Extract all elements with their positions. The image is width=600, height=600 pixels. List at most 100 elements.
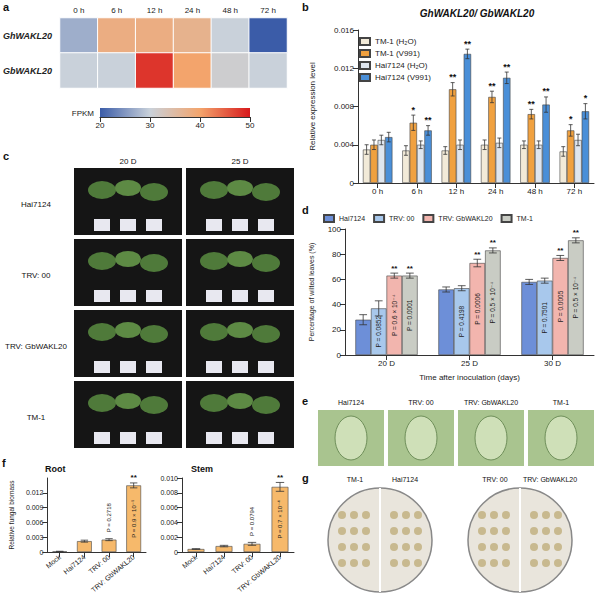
svg-text:P = 0.0006: P = 0.0006 (474, 293, 481, 325)
svg-text:*: * (569, 114, 573, 124)
svg-text:TRV: GbWAKL20: TRV: GbWAKL20 (236, 553, 282, 593)
svg-text:TRV: GbWAKL20: TRV: GbWAKL20 (90, 553, 136, 593)
svg-text:g: g (302, 472, 309, 484)
svg-text:40: 40 (332, 300, 341, 309)
svg-text:**: ** (573, 228, 580, 237)
svg-text:P = 0.5 × 10⁻⁴: P = 0.5 × 10⁻⁴ (489, 282, 496, 324)
svg-text:6 h: 6 h (111, 6, 122, 15)
svg-text:Mock: Mock (181, 553, 199, 569)
svg-text:e: e (302, 395, 308, 407)
svg-text:d: d (302, 204, 309, 216)
svg-text:80: 80 (332, 250, 341, 259)
svg-text:Relative expression level: Relative expression level (308, 62, 317, 151)
svg-text:FPKM: FPKM (72, 109, 95, 118)
svg-text:**: ** (543, 86, 551, 96)
svg-text:TRV: 00: TRV: 00 (87, 553, 111, 575)
svg-text:TRV: 00: TRV: 00 (408, 399, 433, 406)
svg-text:25 D: 25 D (461, 359, 478, 368)
svg-text:TM-1 (V991): TM-1 (V991) (375, 49, 420, 58)
svg-text:Hai7124: Hai7124 (339, 215, 365, 222)
svg-text:GhWAKL20: GhWAKL20 (3, 31, 52, 41)
svg-text:P = 0.4198: P = 0.4198 (458, 305, 465, 337)
svg-text:Hai7124: Hai7124 (21, 200, 51, 209)
svg-text:P = 0.0794: P = 0.0794 (249, 506, 255, 536)
svg-text:0.004: 0.004 (160, 519, 178, 526)
svg-text:TRV: GbWAKL20: TRV: GbWAKL20 (464, 399, 518, 406)
svg-text:a: a (3, 1, 10, 13)
svg-text:0.006: 0.006 (160, 504, 178, 511)
svg-text:P = 0.2718: P = 0.2718 (106, 502, 112, 532)
svg-text:Hai7124: Hai7124 (338, 399, 364, 406)
svg-text:TRV: 00: TRV: 00 (482, 476, 507, 483)
svg-text:20 D: 20 D (378, 359, 395, 368)
svg-text:*: * (412, 105, 416, 115)
svg-text:Hai7124 (H₂O): Hai7124 (H₂O) (375, 61, 428, 70)
svg-text:**: ** (425, 115, 433, 125)
svg-text:**: ** (557, 246, 564, 255)
svg-text:GbWAKL20: GbWAKL20 (3, 66, 52, 76)
svg-text:P = 0.6 × 10⁻⁴: P = 0.6 × 10⁻⁴ (391, 294, 398, 336)
svg-text:Hai7124: Hai7124 (202, 553, 227, 575)
svg-text:20 D: 20 D (120, 157, 137, 166)
svg-text:Stem: Stem (191, 464, 213, 474)
svg-text:P = 0.9 × 10⁻⁵: P = 0.9 × 10⁻⁵ (131, 499, 137, 538)
svg-text:30: 30 (146, 121, 155, 130)
svg-text:24 h: 24 h (185, 6, 201, 15)
svg-text:0.004: 0.004 (334, 140, 355, 149)
svg-text:0: 0 (174, 549, 178, 556)
svg-text:TRV: GbWAKL20: TRV: GbWAKL20 (438, 215, 492, 222)
svg-text:48 h: 48 h (222, 6, 238, 15)
svg-text:72 h: 72 h (567, 187, 583, 196)
svg-text:30 D: 30 D (544, 359, 561, 368)
svg-text:0.010: 0.010 (160, 475, 178, 482)
svg-text:48 h: 48 h (527, 187, 543, 196)
svg-text:TRV: 00: TRV: 00 (22, 271, 51, 280)
svg-text:c: c (3, 150, 9, 162)
svg-text:0: 0 (337, 351, 342, 360)
svg-text:0.012: 0.012 (334, 64, 355, 73)
svg-text:TM-1 (H₂O): TM-1 (H₂O) (375, 37, 417, 46)
svg-text:12 h: 12 h (147, 6, 163, 15)
svg-text:**: ** (391, 264, 398, 273)
svg-text:0: 0 (40, 549, 44, 556)
svg-text:**: ** (407, 264, 414, 273)
svg-text:20: 20 (96, 121, 105, 130)
svg-text:**: ** (488, 81, 496, 91)
svg-text:b: b (302, 1, 309, 13)
svg-text:0: 0 (350, 179, 355, 188)
svg-text:**: ** (474, 250, 481, 259)
svg-text:P = 0.7501: P = 0.7501 (541, 302, 548, 334)
svg-text:**: ** (449, 72, 457, 82)
svg-text:TRV: 00: TRV: 00 (230, 553, 254, 575)
svg-text:0.008: 0.008 (160, 489, 178, 496)
svg-text:0.003: 0.003 (26, 534, 44, 541)
svg-text:0.012: 0.012 (26, 489, 44, 496)
svg-text:24 h: 24 h (488, 187, 504, 196)
svg-text:TM-1: TM-1 (553, 399, 569, 406)
svg-text:*: * (584, 93, 588, 103)
svg-text:12 h: 12 h (449, 187, 465, 196)
svg-text:0.002: 0.002 (160, 534, 178, 541)
svg-text:f: f (2, 457, 6, 469)
svg-text:72 h: 72 h (260, 6, 276, 15)
svg-text:0 h: 0 h (73, 6, 84, 15)
svg-text:0.009: 0.009 (26, 504, 44, 511)
svg-text:Relative fungal biomass: Relative fungal biomass (8, 480, 16, 550)
svg-text:Hai7124: Hai7124 (392, 476, 418, 483)
svg-text:0.016: 0.016 (334, 26, 355, 35)
svg-text:Hai7124 (V991): Hai7124 (V991) (375, 73, 431, 82)
svg-text:TM-1: TM-1 (517, 215, 533, 222)
svg-text:**: ** (503, 62, 511, 72)
svg-text:**: ** (490, 238, 497, 247)
svg-text:**: ** (277, 473, 284, 482)
svg-text:40: 40 (196, 121, 205, 130)
svg-text:**: ** (528, 99, 536, 109)
svg-text:GhWAKL20/ GbWAKL20: GhWAKL20/ GbWAKL20 (420, 8, 535, 19)
svg-text:P = 0.5 × 10⁻⁴: P = 0.5 × 10⁻⁴ (572, 277, 579, 319)
svg-text:TRV: 00: TRV: 00 (389, 215, 414, 222)
svg-text:0 h: 0 h (372, 187, 383, 196)
svg-text:25 D: 25 D (232, 157, 249, 166)
svg-text:Percentage of wilted leaves (%: Percentage of wilted leaves (%) (308, 243, 316, 341)
svg-text:Time after inoculation (days): Time after inoculation (days) (419, 373, 520, 382)
svg-text:P = 0.7 × 10⁻⁴: P = 0.7 × 10⁻⁴ (277, 500, 283, 539)
